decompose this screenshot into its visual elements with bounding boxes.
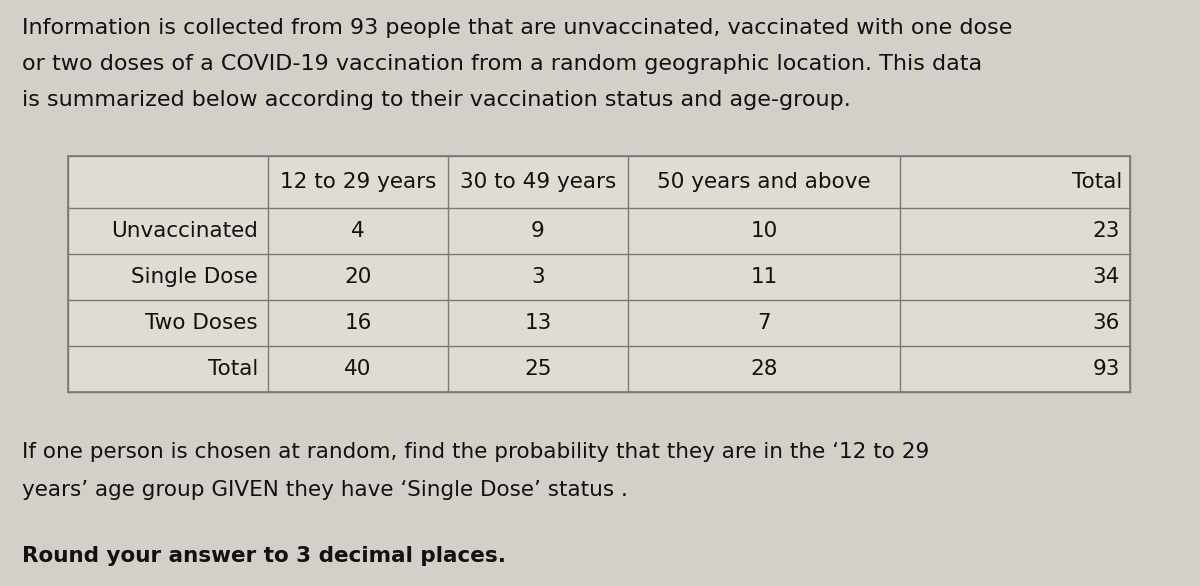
Text: 11: 11 <box>750 267 778 287</box>
Text: If one person is chosen at random, find the probability that they are in the ‘12: If one person is chosen at random, find … <box>22 442 929 462</box>
Text: 10: 10 <box>750 221 778 241</box>
Text: Total: Total <box>1072 172 1122 192</box>
FancyBboxPatch shape <box>68 156 1130 392</box>
Text: 40: 40 <box>344 359 372 379</box>
Text: 12 to 29 years: 12 to 29 years <box>280 172 436 192</box>
Text: 23: 23 <box>1093 221 1120 241</box>
Text: 20: 20 <box>344 267 372 287</box>
Text: 3: 3 <box>532 267 545 287</box>
Text: Unvaccinated: Unvaccinated <box>112 221 258 241</box>
Text: 7: 7 <box>757 313 770 333</box>
Text: years’ age group GIVEN they have ‘Single Dose’ status .: years’ age group GIVEN they have ‘Single… <box>22 480 628 500</box>
Text: is summarized below according to their vaccination status and age-group.: is summarized below according to their v… <box>22 90 851 110</box>
Text: Single Dose: Single Dose <box>131 267 258 287</box>
Text: 9: 9 <box>532 221 545 241</box>
Text: 34: 34 <box>1093 267 1120 287</box>
Text: Information is collected from 93 people that are unvaccinated, vaccinated with o: Information is collected from 93 people … <box>22 18 1013 38</box>
Text: 13: 13 <box>524 313 552 333</box>
Text: Round your answer to 3 decimal places.: Round your answer to 3 decimal places. <box>22 546 506 566</box>
Text: Two Doses: Two Doses <box>145 313 258 333</box>
Text: 25: 25 <box>524 359 552 379</box>
Text: 16: 16 <box>344 313 372 333</box>
Text: Total: Total <box>208 359 258 379</box>
Text: 4: 4 <box>352 221 365 241</box>
Text: 30 to 49 years: 30 to 49 years <box>460 172 616 192</box>
Text: 36: 36 <box>1093 313 1120 333</box>
Text: 93: 93 <box>1093 359 1120 379</box>
Text: 28: 28 <box>750 359 778 379</box>
Text: 50 years and above: 50 years and above <box>658 172 871 192</box>
Text: or two doses of a COVID-19 vaccination from a random geographic location. This d: or two doses of a COVID-19 vaccination f… <box>22 54 982 74</box>
